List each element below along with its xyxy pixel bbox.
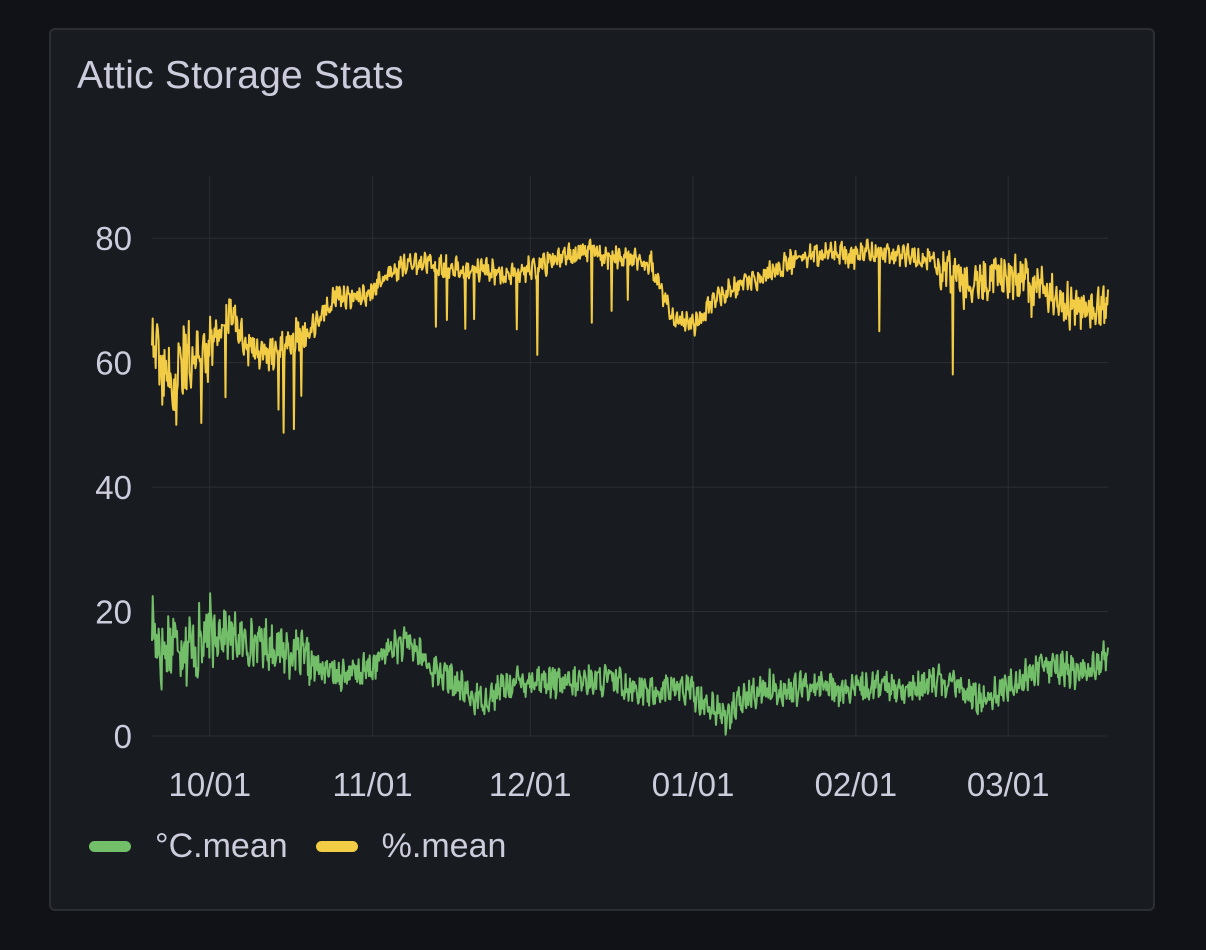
x-tick-label: 12/01 [489, 766, 572, 803]
time-series-chart[interactable]: 0 20 40 60 80 10/01 11/01 12/01 01/01 02/01 03/01 [51, 30, 1153, 810]
legend: °C.mean %.mean [89, 827, 534, 866]
y-tick-label: 80 [95, 220, 132, 257]
legend-item-celsius-mean[interactable]: °C.mean [89, 827, 288, 866]
y-tick-label: 40 [95, 469, 132, 506]
legend-label-percent-mean: %.mean [381, 827, 507, 865]
series-line-percent-mean [151, 238, 1109, 434]
y-tick-label: 60 [95, 345, 132, 382]
x-tick-label: 01/01 [652, 766, 735, 803]
legend-swatch-celsius-mean [89, 841, 131, 852]
y-tick-label: 20 [95, 594, 132, 631]
x-tick-label: 10/01 [168, 766, 251, 803]
y-tick-label: 0 [114, 718, 132, 755]
legend-swatch-percent-mean [315, 841, 358, 852]
x-tick-label: 11/01 [333, 766, 413, 803]
legend-item-percent-mean[interactable]: %.mean [315, 827, 507, 866]
x-axis: 10/01 11/01 12/01 01/01 02/01 03/01 [168, 766, 1049, 803]
x-tick-label: 02/01 [815, 766, 898, 803]
series-layer [151, 238, 1109, 736]
x-tick-label: 03/01 [967, 766, 1050, 803]
series-line-celsius-mean [151, 592, 1109, 736]
y-axis: 0 20 40 60 80 [95, 220, 132, 755]
legend-label-celsius-mean: °C.mean [155, 827, 288, 865]
panel-title: Attic Storage Stats [77, 54, 404, 97]
chart-panel: Attic Storage Stats 0 20 40 60 80 10/01 11/01… [49, 28, 1155, 911]
